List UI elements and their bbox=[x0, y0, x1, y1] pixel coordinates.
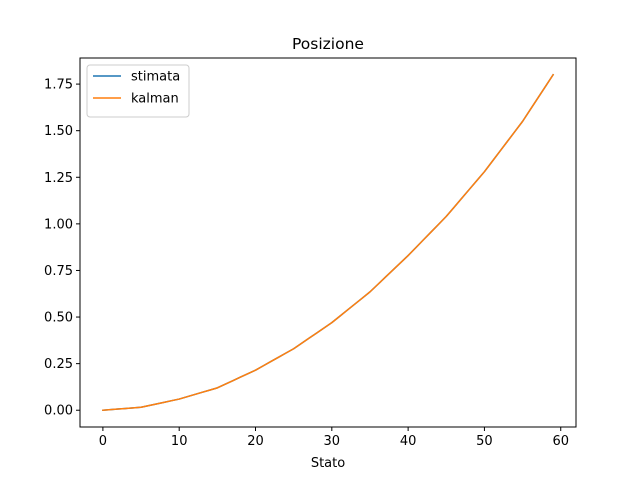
legend-label-stimata: stimata bbox=[131, 70, 180, 85]
x-tick-label: 40 bbox=[400, 434, 417, 449]
chart-title: Posizione bbox=[292, 35, 364, 53]
y-axis-ticks: 0.00 0.25 0.50 0.75 1.00 1.25 1.50 1.75 bbox=[44, 78, 80, 419]
x-axis-label: Stato bbox=[311, 456, 345, 471]
legend-label-kalman: kalman bbox=[131, 92, 179, 107]
legend-box bbox=[86, 64, 190, 118]
y-tick-label: 0.50 bbox=[44, 311, 73, 326]
series-line-kalman bbox=[102, 73, 555, 412]
y-tick-label: 1.25 bbox=[44, 171, 73, 186]
x-tick-label: 60 bbox=[552, 434, 569, 449]
x-tick-label: 10 bbox=[171, 434, 188, 449]
y-tick-label: 1.50 bbox=[44, 124, 73, 139]
axes-frame bbox=[79, 57, 577, 428]
y-tick-label: 1.00 bbox=[44, 217, 73, 232]
y-tick-label: 0.75 bbox=[44, 264, 73, 279]
x-axis-ticks: 0 10 20 30 40 50 60 bbox=[99, 427, 569, 449]
x-tick-label: 50 bbox=[476, 434, 493, 449]
y-tick-label: 0.00 bbox=[44, 404, 73, 419]
x-tick-label: 20 bbox=[247, 434, 264, 449]
legend: stimata kalman bbox=[86, 64, 190, 118]
y-tick-label: 0.25 bbox=[44, 357, 73, 372]
x-tick-label: 0 bbox=[99, 434, 107, 449]
y-tick-label: 1.75 bbox=[44, 78, 73, 93]
plot-lines bbox=[102, 73, 555, 412]
x-tick-label: 30 bbox=[324, 434, 341, 449]
